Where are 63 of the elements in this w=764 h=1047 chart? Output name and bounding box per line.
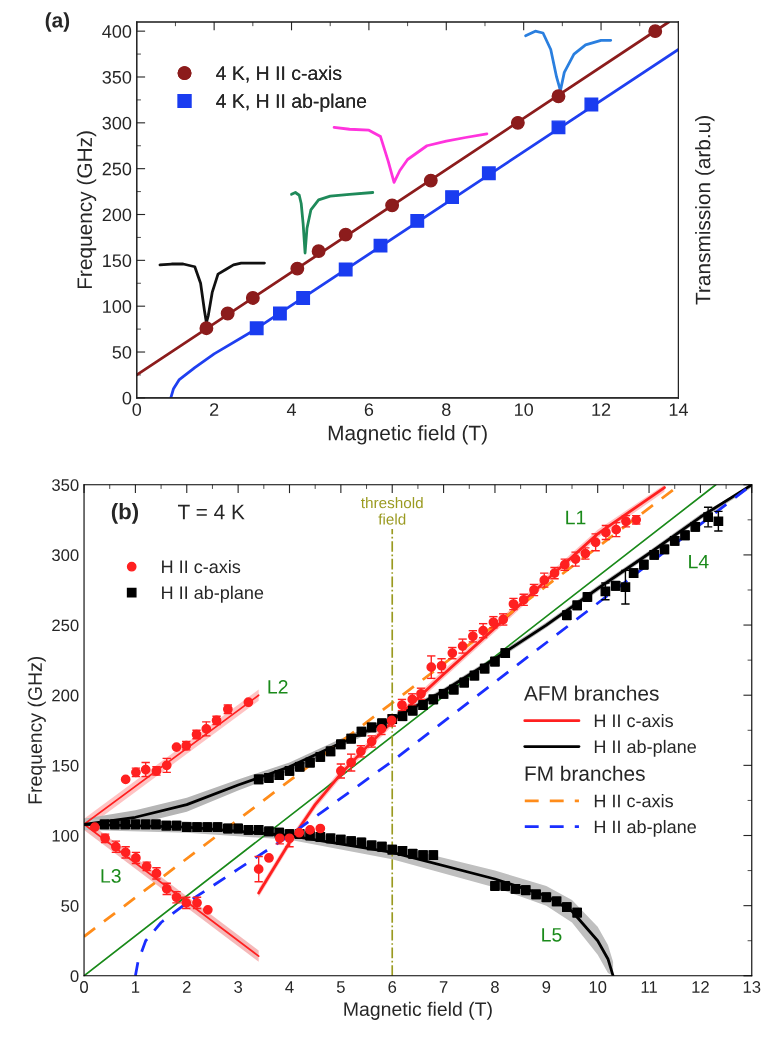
y-tick-label: 0 bbox=[70, 970, 79, 983]
ref-line-label: threshold field bbox=[361, 497, 423, 525]
legend-label: H II ab-plane bbox=[594, 739, 696, 757]
annotation: FM branches bbox=[525, 765, 645, 781]
annotation: L3 bbox=[101, 869, 121, 883]
annotation: AFM branches bbox=[523, 685, 659, 701]
x-tick-label: 1 bbox=[132, 981, 140, 993]
chart-title: (a) bbox=[45, 12, 70, 32]
x-tick-label: 11 bbox=[641, 981, 657, 993]
annotation: L1 bbox=[566, 510, 586, 525]
y-tick-label: 100 bbox=[103, 300, 132, 313]
y-tick-label: 150 bbox=[103, 254, 132, 268]
annotation: T = 4 K bbox=[177, 504, 245, 520]
y-tick-label: 150 bbox=[52, 759, 79, 772]
x-tick-label: 14 bbox=[669, 403, 688, 416]
legend-label: 4 K, H II ab-plane bbox=[216, 93, 367, 112]
x-tick-label: 10 bbox=[589, 981, 607, 993]
legend-label: H II ab-plane bbox=[594, 819, 696, 837]
y-tick-label: 300 bbox=[52, 549, 79, 562]
legend-label: 4 K, H II c-axis bbox=[216, 65, 342, 83]
y-tick-label: 300 bbox=[102, 116, 132, 130]
y-tick-label: 350 bbox=[52, 479, 79, 491]
legend-label: H II c-axis bbox=[162, 559, 241, 574]
x-tick-label: 6 bbox=[364, 403, 374, 416]
y-tick-label: 200 bbox=[52, 689, 79, 702]
x-tick-label: 5 bbox=[336, 981, 345, 993]
legend-label: H II c-axis bbox=[594, 794, 673, 808]
x-tick-label: 4 bbox=[286, 403, 297, 416]
x-tick-label: 0 bbox=[132, 403, 142, 416]
annotation: (b) bbox=[111, 503, 139, 524]
y-tick-label: 350 bbox=[102, 70, 132, 84]
x-tick-label: 7 bbox=[439, 981, 448, 993]
y2-axis-title: Transmission (arb.u) bbox=[695, 116, 715, 305]
x-tick-label: 9 bbox=[542, 981, 551, 993]
x-tick-label: 2 bbox=[182, 981, 191, 993]
legend-label: H II c-axis bbox=[594, 713, 673, 728]
x-tick-label: 4 bbox=[285, 981, 294, 993]
x-tick-label: 0 bbox=[80, 981, 89, 993]
annotation: L2 bbox=[268, 679, 288, 694]
y-tick-label: 50 bbox=[112, 345, 132, 359]
y-axis-title: Frequency (GHz) bbox=[76, 131, 97, 289]
x-tick-label: 8 bbox=[491, 981, 499, 993]
y-tick-label: 400 bbox=[102, 25, 132, 38]
annotation: L5 bbox=[542, 928, 562, 942]
legend-label: H II ab-plane bbox=[162, 585, 264, 603]
x-tick-label: 8 bbox=[442, 403, 451, 416]
y-tick-label: 250 bbox=[102, 162, 132, 176]
y-tick-label: 250 bbox=[52, 619, 79, 632]
x-tick-label: 12 bbox=[692, 981, 709, 993]
y-tick-label: 50 bbox=[61, 900, 79, 912]
y-tick-label: 200 bbox=[102, 208, 132, 222]
y-tick-label: 100 bbox=[52, 829, 79, 842]
y-axis-title: Frequency (GHz) bbox=[27, 656, 46, 804]
y-tick-label: 0 bbox=[122, 391, 132, 405]
x-tick-label: 12 bbox=[592, 403, 611, 416]
x-tick-label: 2 bbox=[210, 403, 219, 416]
x-tick-label: 10 bbox=[515, 403, 533, 416]
x-tick-label: 3 bbox=[234, 981, 243, 993]
x-tick-label: 13 bbox=[743, 981, 761, 993]
x-axis-title: Magnetic field (T) bbox=[344, 1001, 492, 1020]
x-axis-title: Magnetic field (T) bbox=[328, 425, 487, 445]
x-tick-label: 6 bbox=[388, 981, 397, 993]
annotation: L4 bbox=[689, 554, 709, 569]
